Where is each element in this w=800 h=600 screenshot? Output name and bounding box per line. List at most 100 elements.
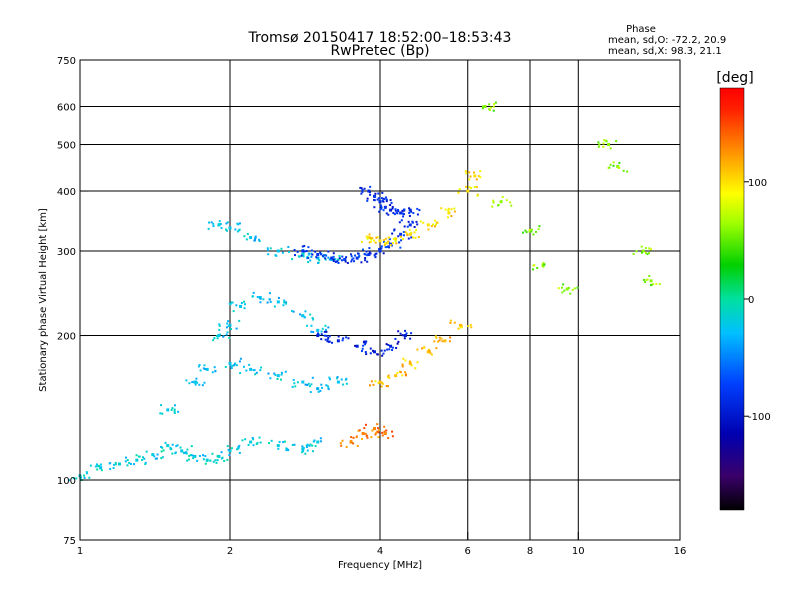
data-point-scatter <box>226 445 229 448</box>
data-point-scatter <box>228 336 231 339</box>
data-point <box>367 189 371 193</box>
data-point-scatter <box>304 383 307 386</box>
data-point-scatter <box>216 459 219 462</box>
data-point-scatter <box>394 337 397 340</box>
data-point-scatter <box>368 250 371 253</box>
data-point-scatter <box>481 105 484 108</box>
data-point-scatter <box>395 211 398 214</box>
colorbar <box>719 87 745 511</box>
data-point-scatter <box>226 458 229 461</box>
data-point-scatter <box>326 340 329 343</box>
data-point-scatter <box>266 247 269 250</box>
data-point-scatter <box>212 339 215 342</box>
data-point-scatter <box>387 385 390 388</box>
data-point-scatter <box>385 343 388 346</box>
data-point-scatter <box>365 423 368 426</box>
data-point-scatter <box>220 227 223 230</box>
data-point-scatter <box>597 141 600 144</box>
data-point-scatter <box>351 258 354 261</box>
x-tick-label: 4 <box>377 546 383 557</box>
data-point-scatter <box>410 236 413 239</box>
data-point-scatter <box>352 436 355 439</box>
x-axis-label: Frequency [MHz] <box>338 560 422 571</box>
data-point-scatter <box>648 247 651 250</box>
data-point-scatter <box>207 227 210 230</box>
data-point-scatter <box>301 314 304 317</box>
data-point <box>135 458 139 462</box>
data-point-scatter <box>311 444 314 447</box>
data-point <box>458 323 462 327</box>
data-point-scatter <box>396 342 399 345</box>
data-point-scatter <box>68 479 71 482</box>
data-point-scatter <box>291 258 294 261</box>
data-point-scatter <box>402 230 405 233</box>
data-point-scatter <box>375 236 378 239</box>
data-point-scatter <box>225 326 228 329</box>
data-point-scatter <box>358 429 361 432</box>
data-point-scatter <box>475 186 478 189</box>
data-point-scatter <box>342 258 345 261</box>
data-point-scatter <box>395 242 398 245</box>
data-point-scatter <box>644 281 647 284</box>
data-point-scatter <box>291 444 294 447</box>
data-point-scatter <box>222 335 225 338</box>
data-point-scatter <box>309 443 312 446</box>
data-point-scatter <box>259 297 262 300</box>
data-point-scatter <box>320 253 323 256</box>
data-point-scatter <box>380 349 383 352</box>
data-point-scatter <box>307 382 310 385</box>
data-point-scatter <box>345 445 348 448</box>
data-point-scatter <box>197 365 200 368</box>
data-point-scatter <box>328 340 331 343</box>
data-point-scatter <box>195 380 198 383</box>
data-point-scatter <box>319 440 322 443</box>
data-point-scatter <box>366 199 369 202</box>
data-point-scatter <box>360 261 363 264</box>
data-point-scatter <box>327 326 330 329</box>
data-point-scatter <box>320 338 323 341</box>
y-tick-label: 200 <box>57 332 76 343</box>
data-point-scatter <box>114 463 117 466</box>
data-point-scatter <box>235 364 238 367</box>
data-point-scatter <box>371 237 374 240</box>
data-point-scatter <box>469 323 472 326</box>
data-point-scatter <box>345 377 348 380</box>
data-point-scatter <box>285 302 288 305</box>
data-point-scatter <box>352 442 355 445</box>
data-point-scatter <box>364 432 367 435</box>
data-point-scatter <box>252 291 255 294</box>
data-point <box>316 253 320 257</box>
data-point-scatter <box>363 187 366 190</box>
data-point-scatter <box>354 254 357 257</box>
data-point-scatter <box>402 208 405 211</box>
data-point-scatter <box>204 462 207 465</box>
data-point-scatter <box>206 459 209 462</box>
data-point-scatter <box>185 379 188 382</box>
data-point-scatter <box>337 261 340 264</box>
data-point <box>394 237 398 241</box>
data-point-scatter <box>287 250 290 253</box>
data-point-scatter <box>313 439 316 442</box>
data-point-scatter <box>419 220 422 223</box>
data-point-scatter <box>383 349 386 352</box>
data-point-scatter <box>492 105 495 108</box>
data-point-scatter <box>277 447 280 450</box>
data-point-scatter <box>218 333 221 336</box>
data-point-scatter <box>230 301 233 304</box>
data-point-scatter <box>361 190 364 193</box>
data-point-scatter <box>323 330 326 333</box>
data-point-scatter <box>260 366 263 369</box>
data-point-scatter <box>646 253 649 256</box>
data-point-scatter <box>256 441 259 444</box>
data-point-scatter <box>604 139 607 142</box>
data-point-scatter <box>535 230 538 233</box>
data-point-scatter <box>253 239 256 242</box>
data-point-scatter <box>377 427 380 430</box>
data-point-scatter <box>360 240 363 243</box>
data-point <box>403 334 407 338</box>
data-point-scatter <box>160 450 163 453</box>
data-point-scatter <box>211 452 214 455</box>
data-point-scatter <box>215 335 218 338</box>
data-point-scatter <box>479 170 482 173</box>
data-point-scatter <box>366 436 369 439</box>
